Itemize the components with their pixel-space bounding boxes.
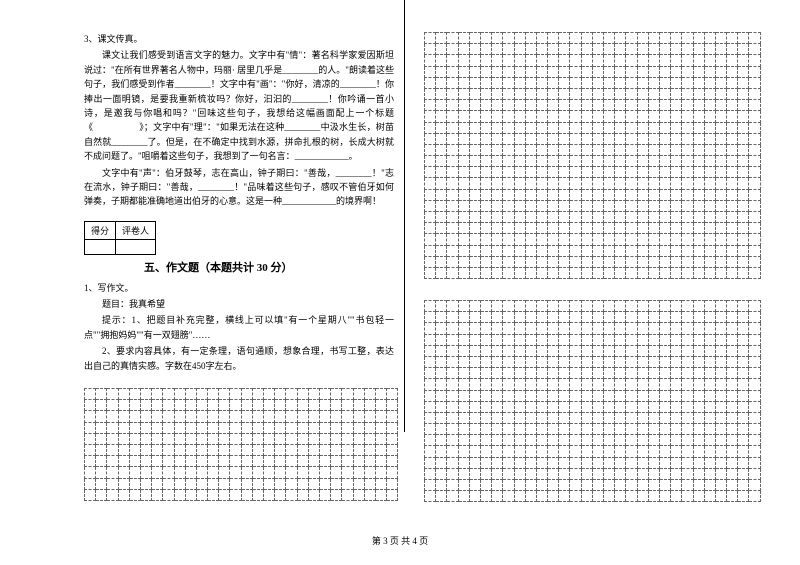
page: 3、课文传真。 课文让我们感受到语言文字的魅力。文字中有"情"：著名科学家爱因斯… <box>0 0 800 565</box>
section-5-title: 五、作文题（本题共计 30 分） <box>144 259 394 275</box>
q3-paragraph-2: 文字中有"声"：伯牙鼓琴，志在高山，钟子期曰："善哉，________！"志在流… <box>84 166 394 209</box>
q3-number: 3、课文传真。 <box>84 32 394 46</box>
page-footer: 第 3 页 共 4 页 <box>0 534 800 547</box>
grader-cell <box>116 239 156 254</box>
essay-number: 1、写作文。 <box>84 281 394 295</box>
left-column: 3、课文传真。 课文让我们感受到语言文字的魅力。文字中有"情"：著名科学家爱因斯… <box>84 32 394 375</box>
score-box: 得分 评卷人 <box>84 221 156 255</box>
writing-grid-top-right <box>424 32 761 279</box>
score-label: 得分 <box>85 221 116 239</box>
writing-grid-bottom-left <box>84 388 398 501</box>
score-cell <box>85 239 116 254</box>
grader-label: 评卷人 <box>116 221 156 239</box>
essay-title-line: 题目：我真希望 <box>84 297 394 311</box>
essay-hint-2: 2、要求内容具体，有一定条理，语句通顺，想象合理，书写工整，表达出自己的真情实感… <box>84 344 394 373</box>
q3-paragraph-1: 课文让我们感受到语言文字的魅力。文字中有"情"：著名科学家爱因斯坦说过："在所有… <box>84 48 394 163</box>
essay-hint-1: 提示：1、把题目补充完整，横线上可以填"有一个星期八""书包轻一点""拥抱妈妈"… <box>84 313 394 342</box>
column-divider <box>404 0 405 432</box>
writing-grid-bottom-right <box>424 300 761 502</box>
